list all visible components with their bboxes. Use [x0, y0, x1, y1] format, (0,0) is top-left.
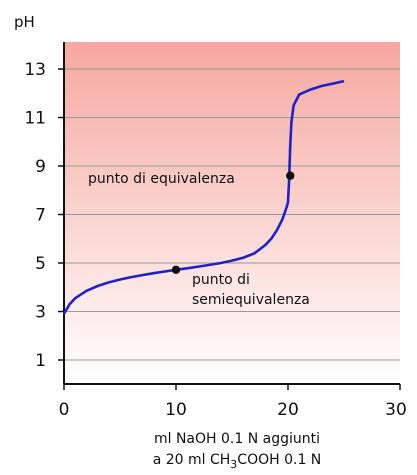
- y-tick-label-7: 7: [35, 206, 46, 226]
- x-axis-label-line2-post: COOH 0.1 N: [237, 452, 321, 468]
- y-axis-label: pH: [14, 13, 35, 31]
- grid-lines: [58, 68, 400, 361]
- x-axis-label-line2: a 20 ml CH3COOH 0.1 N: [153, 452, 322, 471]
- y-tick-label-1: 1: [35, 351, 46, 371]
- y-tick-label-13: 13: [24, 60, 46, 80]
- x-tick-label-30: 30: [385, 400, 407, 420]
- y-tick-label-9: 9: [35, 157, 46, 177]
- plot-background: [64, 42, 400, 384]
- x-axis-label-line2-pre: a 20 ml CH: [153, 452, 231, 468]
- y-tick-label-3: 3: [35, 303, 46, 323]
- x-tick-label-20: 20: [277, 400, 299, 420]
- half-equivalence-point: [171, 265, 181, 274]
- y-tick-label-5: 5: [35, 254, 46, 274]
- x-tick-label-10: 10: [165, 400, 187, 420]
- annotation-half-equivalence-line2: semiequivalenza: [192, 292, 310, 308]
- annotation-half-equivalence-line1: punto di: [192, 272, 250, 288]
- y-tick-label-11: 11: [24, 109, 46, 129]
- equivalence-point: [286, 171, 295, 180]
- titration-curve: [62, 79, 345, 315]
- x-tick-label-0: 0: [59, 400, 70, 420]
- marked-points: [171, 171, 295, 274]
- annotation-equivalence: punto di equivalenza: [88, 171, 235, 187]
- x-axis-label-line2-sub: 3: [230, 458, 237, 471]
- x-tick-labels: 0 10 20 30: [59, 384, 407, 420]
- x-axis-label-line1: ml NaOH 0.1 N aggiunti: [154, 431, 320, 447]
